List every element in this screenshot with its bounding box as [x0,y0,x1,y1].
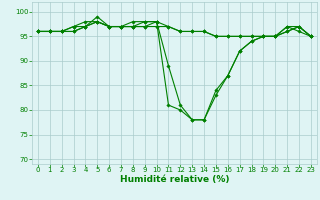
X-axis label: Humidité relative (%): Humidité relative (%) [120,175,229,184]
